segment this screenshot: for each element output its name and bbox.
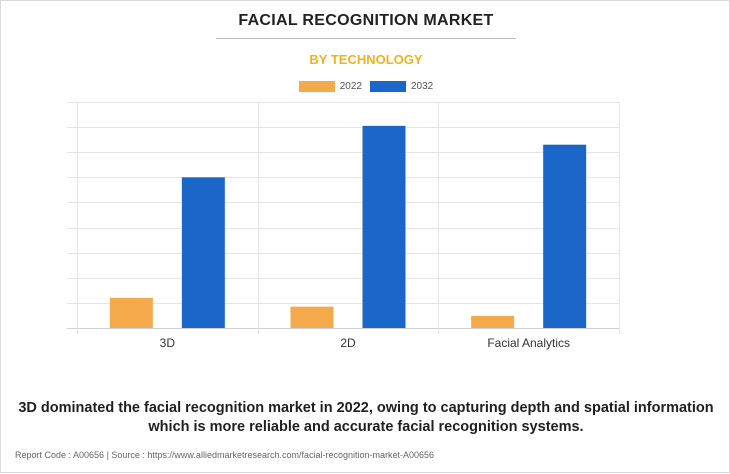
x-tick-label: 2D	[340, 336, 356, 350]
legend-label-2022: 2022	[339, 81, 362, 92]
bar-2032-2d	[362, 125, 406, 328]
legend-swatch-2022	[298, 81, 335, 92]
legend-item-2032[interactable]: 2032	[370, 81, 433, 92]
x-tick-label: Facial Analytics	[487, 336, 570, 350]
report-footer: Report Code : A00656 | Source : https://…	[15, 450, 435, 460]
legend-label-2032: 2032	[411, 81, 434, 92]
x-tick-label: 3D	[160, 336, 176, 350]
chart-subtitle: BY TECHNOLOGY	[309, 52, 423, 67]
bar-2022-facial-analytics	[471, 315, 515, 328]
title-divider	[216, 38, 516, 39]
bar-2022-2d	[290, 306, 334, 328]
chart-caption: 3D dominated the facial recognition mark…	[18, 400, 714, 435]
chart-title: FACIAL RECOGNITION MARKET	[238, 12, 494, 29]
legend: 2022 2032	[1, 81, 730, 92]
legend-swatch-2032	[370, 81, 406, 92]
bar-2032-3d	[181, 177, 225, 328]
bar-2032-facial-analytics	[543, 144, 587, 328]
legend-item-2022[interactable]: 2022	[298, 81, 362, 92]
bar-2022-3d	[109, 297, 153, 328]
